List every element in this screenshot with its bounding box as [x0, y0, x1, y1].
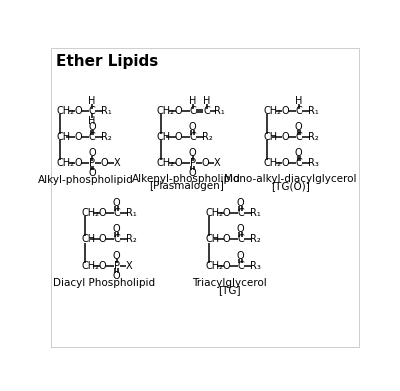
Text: CH₂: CH₂ [205, 260, 223, 271]
Text: O: O [189, 122, 196, 132]
Text: CH: CH [81, 235, 95, 244]
Text: O: O [237, 251, 244, 260]
Text: H: H [88, 96, 96, 106]
Text: X: X [113, 158, 120, 168]
Text: R₁: R₁ [126, 208, 137, 218]
Text: C: C [237, 260, 244, 271]
Text: [TG]: [TG] [218, 285, 241, 295]
Text: O: O [237, 198, 244, 208]
Text: R₃: R₃ [250, 260, 261, 271]
Text: C: C [113, 208, 120, 218]
Text: O: O [223, 208, 230, 218]
Text: C: C [203, 106, 210, 116]
Text: O: O [281, 132, 289, 142]
Text: CH: CH [157, 132, 171, 142]
Text: O: O [113, 271, 120, 281]
Text: P: P [114, 260, 120, 271]
Text: O: O [175, 158, 182, 168]
Text: O: O [189, 148, 196, 158]
Text: O: O [175, 106, 182, 116]
Text: C: C [189, 132, 196, 142]
Text: Triacylglycerol: Triacylglycerol [192, 278, 267, 287]
Text: CH: CH [263, 132, 277, 142]
Text: O: O [223, 235, 230, 244]
Text: C: C [295, 158, 302, 168]
Text: O: O [99, 235, 106, 244]
Text: O: O [113, 198, 120, 208]
Text: P: P [190, 158, 196, 168]
Text: C: C [237, 235, 244, 244]
Text: CH₂: CH₂ [263, 106, 281, 116]
Text: H: H [203, 96, 210, 106]
Text: O: O [88, 122, 96, 132]
Text: O: O [237, 224, 244, 235]
Text: CH₂: CH₂ [157, 158, 175, 168]
Text: O: O [281, 106, 289, 116]
Text: CH₂: CH₂ [157, 106, 175, 116]
Text: X: X [126, 260, 132, 271]
Text: Alkenyl-phospholipid: Alkenyl-phospholipid [132, 174, 241, 184]
Text: CH: CH [205, 235, 219, 244]
Text: O: O [74, 158, 82, 168]
Text: [Plasmalogen]: [Plasmalogen] [149, 181, 224, 191]
Text: Ether Lipids: Ether Lipids [56, 54, 158, 69]
Text: O: O [74, 106, 82, 116]
Text: Alkyl-phospholipid: Alkyl-phospholipid [38, 175, 134, 185]
Text: O: O [74, 132, 82, 142]
Text: Diacyl Phospholipid: Diacyl Phospholipid [53, 278, 155, 287]
Text: CH₂: CH₂ [81, 208, 99, 218]
Text: O: O [113, 251, 120, 260]
Text: O: O [295, 122, 302, 132]
Text: C: C [295, 106, 302, 116]
Text: R₁: R₁ [214, 106, 225, 116]
Text: H: H [88, 116, 96, 126]
Text: R₁: R₁ [101, 106, 112, 116]
Text: O: O [113, 224, 120, 235]
Text: C: C [295, 132, 302, 142]
Text: H: H [189, 96, 196, 106]
Text: O: O [99, 208, 106, 218]
Text: CH₂: CH₂ [56, 106, 74, 116]
Text: R₂: R₂ [250, 235, 261, 244]
Text: H: H [295, 96, 302, 106]
Text: C: C [189, 106, 196, 116]
Text: P: P [89, 158, 95, 168]
Text: O: O [99, 260, 106, 271]
Text: O: O [175, 132, 182, 142]
Text: C: C [237, 208, 244, 218]
Text: C: C [113, 235, 120, 244]
Text: CH₂: CH₂ [81, 260, 99, 271]
Text: R₁: R₁ [308, 106, 319, 116]
Text: CH₂: CH₂ [263, 158, 281, 168]
Text: R₁: R₁ [250, 208, 261, 218]
Text: O: O [189, 168, 196, 178]
Text: O: O [88, 168, 96, 178]
Text: R₂: R₂ [202, 132, 213, 142]
Text: O: O [100, 158, 108, 168]
Text: CH: CH [56, 132, 70, 142]
Text: O: O [223, 260, 230, 271]
Text: O: O [88, 148, 96, 158]
Text: O: O [201, 158, 209, 168]
Text: CH₂: CH₂ [56, 158, 74, 168]
Text: Mono-alkyl-diacylglycerol: Mono-alkyl-diacylglycerol [224, 174, 356, 184]
Text: O: O [281, 158, 289, 168]
Text: X: X [214, 158, 221, 168]
Text: R₃: R₃ [308, 158, 319, 168]
Text: CH₂: CH₂ [205, 208, 223, 218]
Text: R₂: R₂ [126, 235, 137, 244]
Text: [TG(O)]: [TG(O)] [271, 181, 310, 191]
Text: O: O [295, 148, 302, 158]
Text: C: C [88, 132, 95, 142]
Text: R₂: R₂ [101, 132, 112, 142]
Text: R₂: R₂ [308, 132, 319, 142]
Text: C: C [88, 106, 95, 116]
